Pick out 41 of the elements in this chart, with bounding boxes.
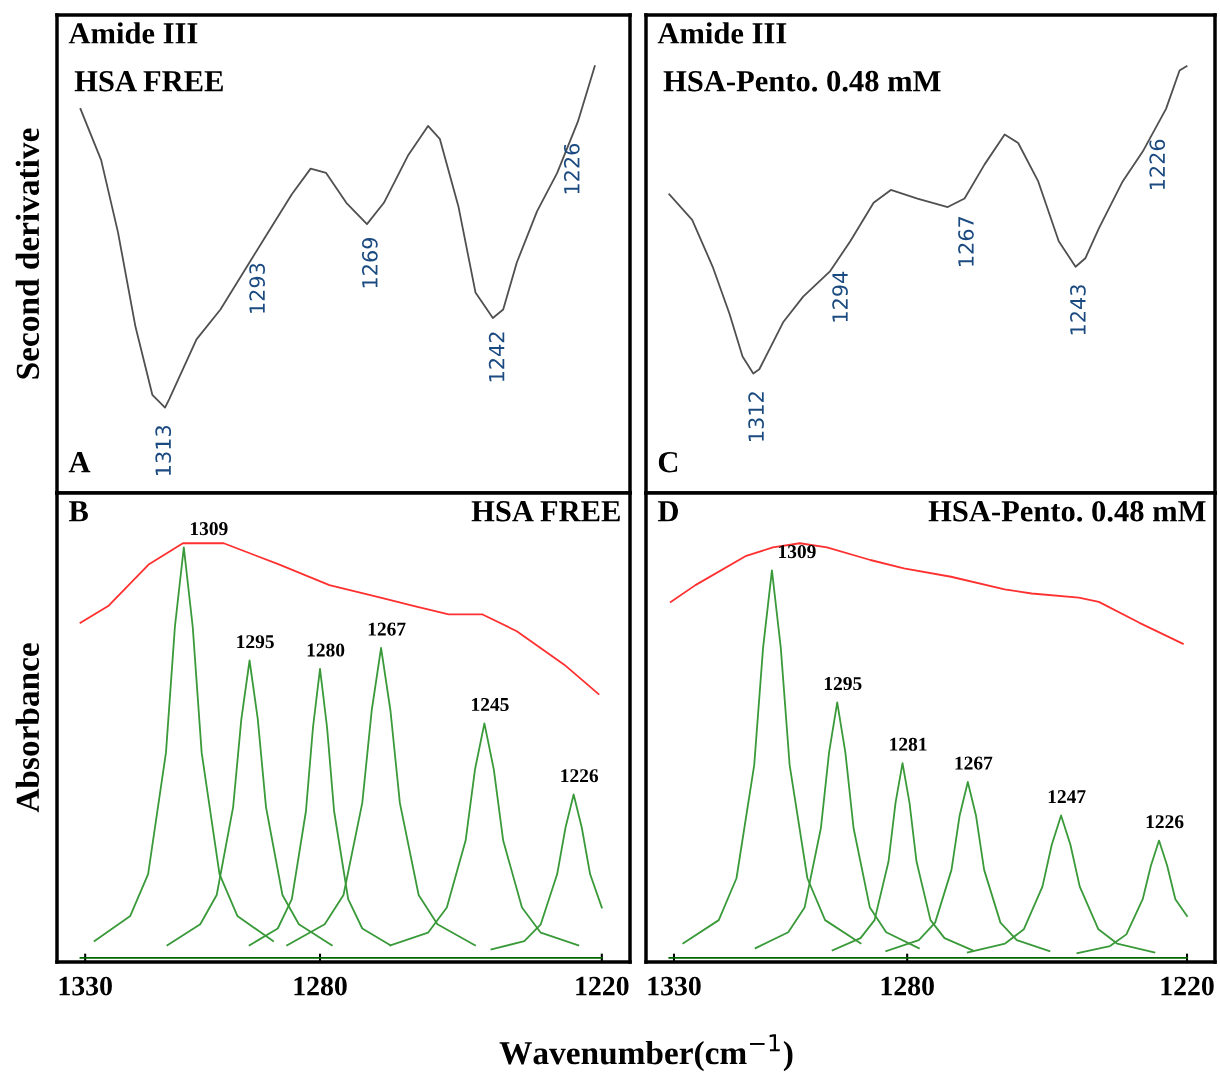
- annotation: 1313: [155, 425, 172, 476]
- chart-title: Amide III: [68, 22, 198, 44]
- annotation: 1280: [307, 643, 345, 657]
- x-tick-label: 1330: [59, 976, 112, 996]
- annotation: C: [658, 451, 678, 473]
- y-axis-title: Absorbance: [15, 643, 40, 813]
- annotation: 1293: [249, 263, 265, 313]
- annotation: 1295: [237, 635, 274, 649]
- chart-title: Amide III: [657, 22, 787, 44]
- y-axis-title: Second derivative: [15, 128, 40, 379]
- annotation: A: [68, 451, 91, 473]
- annotation: 1295: [824, 677, 862, 691]
- text: B: [68, 501, 88, 522]
- chart-subtitle: HSA FREE: [471, 501, 620, 522]
- x-tick-label: 1220: [576, 976, 629, 996]
- chart-subtitle: HSA FREE: [74, 70, 223, 92]
- text: D: [657, 501, 678, 522]
- chart-subtitle: HSA-Pento. 0.48 mM: [928, 500, 1206, 522]
- annotation: 1226: [1146, 815, 1184, 829]
- annotation: 1281: [890, 737, 927, 751]
- annotation: 1309: [190, 522, 228, 536]
- annotation: 1247: [1048, 790, 1086, 803]
- x-axis-title: Wavenumber(cm$^{−1}$): [499, 1034, 793, 1072]
- x-tick-label: 1280: [294, 976, 347, 996]
- chart-subtitle: HSA-Pento. 0.48 mM: [663, 70, 941, 92]
- annotation: 1226: [1149, 139, 1166, 190]
- annotation: 1267: [368, 622, 406, 636]
- annotation: 1242: [488, 332, 505, 382]
- annotation: 1245: [472, 697, 509, 712]
- x-tick-label: 1280: [881, 976, 934, 996]
- annotation: 1312: [748, 392, 764, 441]
- x-tick-label: 1220: [1161, 976, 1214, 996]
- annotation: 1267: [955, 756, 993, 770]
- annotation: 1243: [1070, 285, 1086, 335]
- annotation: 1294: [832, 271, 848, 322]
- annotation: 1267: [958, 216, 974, 266]
- annotation: 1309: [779, 545, 816, 559]
- x-tick-label: 1330: [648, 976, 701, 996]
- annotation: 1269: [361, 237, 378, 288]
- annotation: 1226: [561, 769, 599, 783]
- annotation: 1226: [563, 143, 580, 194]
